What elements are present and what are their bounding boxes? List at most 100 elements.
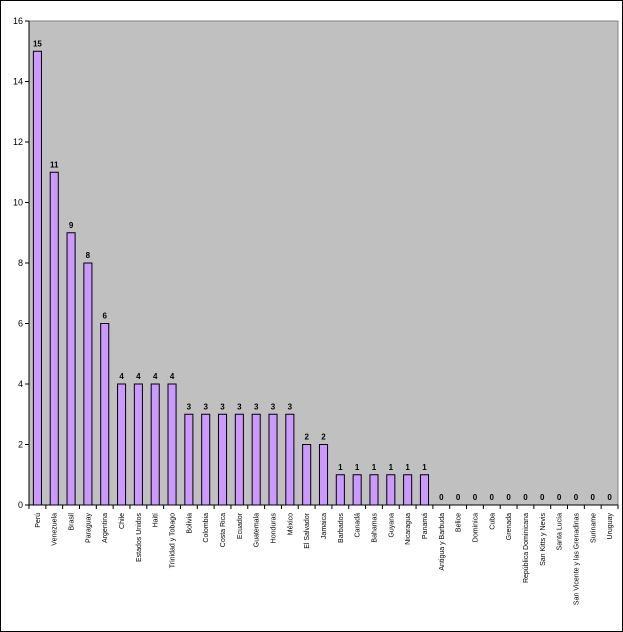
data-label: 0	[506, 493, 511, 502]
category-label: República Dominicana	[523, 513, 530, 583]
category-label: Paraguay	[85, 513, 92, 543]
category-label: Colombia	[203, 513, 210, 543]
data-label: 3	[187, 402, 192, 411]
category-label: Belice	[456, 513, 463, 532]
bar	[251, 413, 261, 506]
bar	[184, 413, 194, 506]
bar	[217, 413, 228, 506]
data-label: 2	[321, 433, 326, 442]
category-label: Chile	[119, 513, 126, 529]
data-label: 0	[456, 493, 461, 502]
category-label: Cuba	[489, 513, 496, 530]
data-label: 3	[254, 402, 259, 411]
category-label: Argentina	[102, 513, 109, 543]
bar	[150, 383, 160, 506]
data-label: 4	[136, 372, 141, 381]
data-label: 1	[422, 463, 427, 472]
category-label: Antigua y Barbuda	[439, 513, 446, 571]
bar	[335, 474, 345, 506]
category-label: San Vicente y las Grenadinas	[573, 513, 580, 606]
bar	[49, 171, 59, 506]
y-tick-label: 4	[18, 379, 23, 389]
y-tick-label: 14	[13, 77, 23, 87]
data-label: 0	[473, 493, 478, 502]
data-label: 3	[237, 402, 242, 411]
bar	[83, 262, 93, 506]
bar	[100, 323, 110, 506]
bar	[268, 413, 278, 506]
category-label: El Salvador	[304, 512, 311, 548]
category-label: Honduras	[271, 513, 278, 544]
bar	[167, 383, 177, 506]
y-axis: 0 2 4 6 8 10 12 14 16	[13, 16, 30, 510]
data-label: 4	[153, 372, 158, 381]
category-label: Santa Lucía	[557, 513, 564, 550]
category-label: Bahamas	[371, 513, 378, 543]
category-label: Jamaica	[321, 513, 328, 539]
category-label: Nicaragua	[405, 513, 412, 545]
category-label: Dominica	[472, 513, 479, 542]
bar	[234, 413, 244, 506]
category-label: Panamá	[422, 513, 429, 539]
data-label: 1	[355, 463, 360, 472]
data-label: 8	[86, 251, 91, 260]
y-tick-label: 10	[13, 198, 23, 208]
data-label: 0	[557, 493, 562, 502]
category-label: Guyana	[388, 513, 395, 538]
data-label: 11	[50, 160, 59, 169]
data-label: 0	[523, 493, 528, 502]
data-label: 15	[33, 39, 42, 48]
data-label: 3	[220, 402, 225, 411]
bar	[318, 444, 329, 506]
category-label: Suriname	[590, 513, 597, 543]
bar	[369, 474, 379, 506]
data-label: 0	[591, 493, 596, 502]
data-label: 1	[338, 463, 343, 472]
category-label: Haití	[153, 513, 160, 527]
y-tick-label: 2	[18, 440, 23, 450]
bar	[403, 474, 413, 506]
y-tick-label: 12	[13, 137, 23, 147]
data-label: 0	[540, 493, 545, 502]
x-axis	[28, 504, 619, 509]
data-label: 4	[170, 372, 175, 381]
category-label: Venezuela	[52, 513, 59, 546]
data-label: 3	[288, 402, 293, 411]
category-label: Costa Rica	[220, 513, 227, 547]
category-label: Trinidad y Tobago	[170, 513, 177, 568]
bar	[201, 413, 211, 506]
category-label: Barbados	[338, 513, 345, 543]
bar	[386, 474, 396, 506]
category-label: Perú	[35, 513, 42, 528]
bars-group	[32, 50, 430, 506]
category-label: Grenada	[506, 513, 513, 540]
bar	[285, 413, 295, 506]
bar	[302, 444, 312, 506]
data-label: 1	[405, 463, 410, 472]
data-label: 2	[304, 433, 309, 442]
data-label: 0	[607, 493, 612, 502]
y-tick-label: 6	[18, 319, 23, 329]
data-label: 4	[119, 372, 124, 381]
y-tick-label: 0	[18, 500, 23, 510]
bar	[66, 232, 76, 506]
data-label: 6	[103, 312, 108, 321]
category-label: Bolivia	[186, 513, 193, 534]
category-label: México	[287, 513, 294, 535]
data-label: 3	[203, 402, 208, 411]
category-label: Ecuador	[237, 512, 244, 539]
category-label: Canadá	[355, 513, 362, 538]
bar	[352, 474, 362, 506]
category-label: Guatemala	[254, 513, 261, 547]
data-label: 9	[69, 221, 74, 230]
category-labels-group: Perú Venezuela Brasil Paraguay Argentina Chil…	[35, 512, 614, 605]
data-label: 0	[439, 493, 444, 502]
category-label: Estados Unidos	[136, 513, 143, 563]
bar	[32, 50, 42, 506]
y-tick-label: 8	[18, 258, 23, 268]
y-tick-label: 16	[13, 16, 23, 26]
category-label: Uruguay	[607, 513, 614, 540]
data-label: 3	[271, 402, 276, 411]
